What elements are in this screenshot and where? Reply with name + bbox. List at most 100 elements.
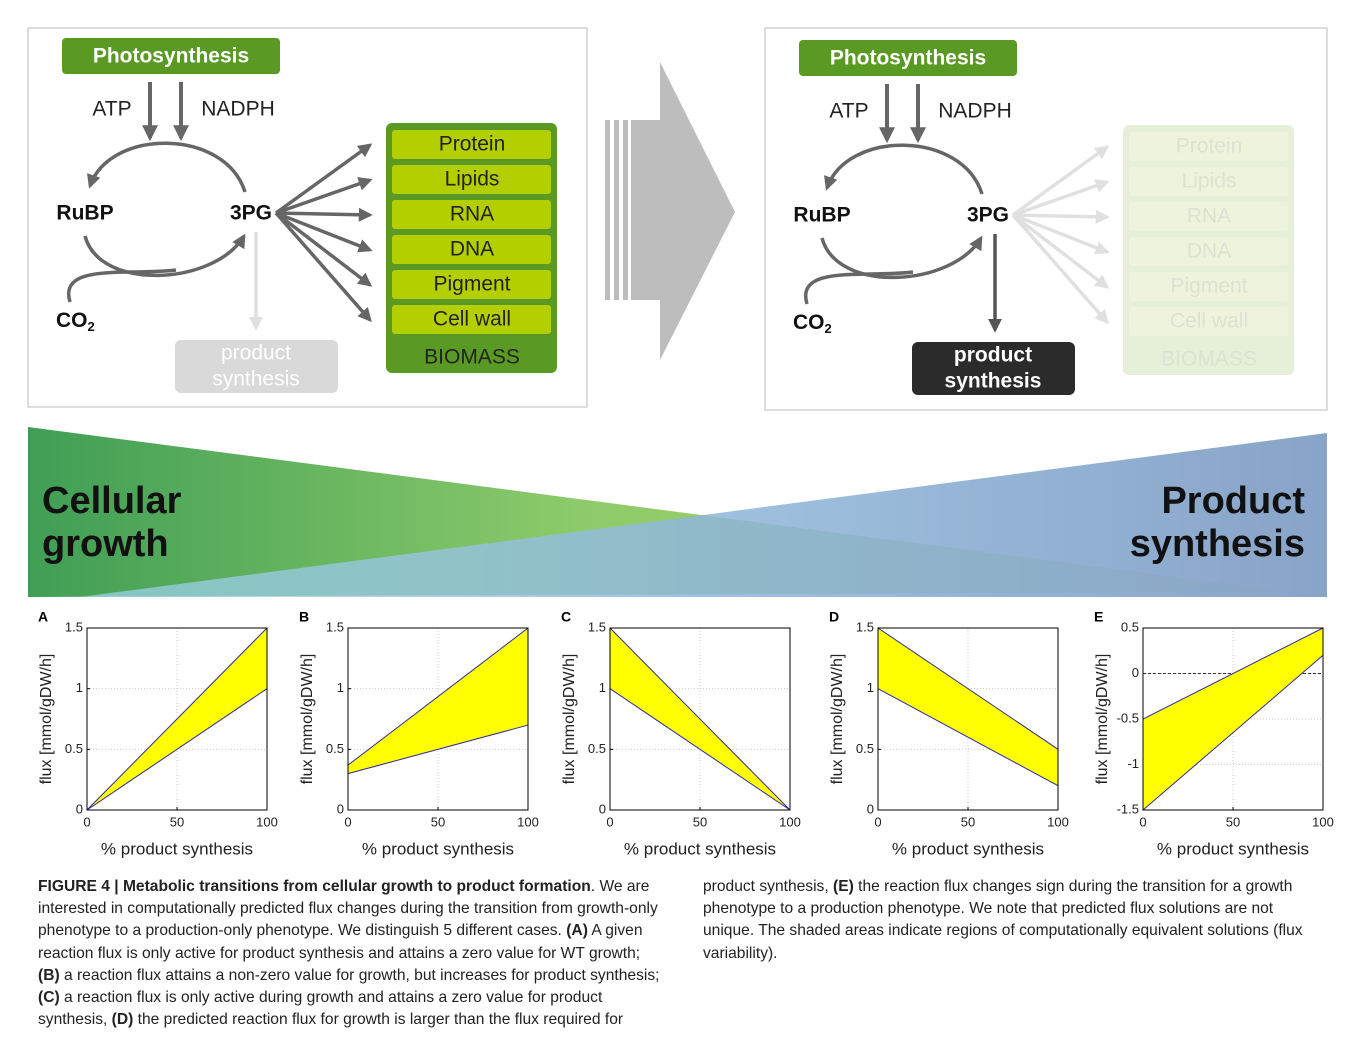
atp-label: ATP xyxy=(92,98,131,121)
y-tick-label: 0 xyxy=(1132,665,1139,680)
x-axis-label: % product synthesis xyxy=(1157,839,1309,858)
y-tick-label: 0 xyxy=(599,801,606,816)
photosynthesis-label: Photosynthesis xyxy=(830,47,986,70)
biomass-item-label: Lipids xyxy=(445,168,500,191)
x-axis-label: % product synthesis xyxy=(362,839,514,858)
biomass-label: BIOMASS xyxy=(424,346,520,369)
caption-text: (B) xyxy=(38,967,60,984)
page: PhotosynthesisATPNADPHRuBP3PGCO2ProteinL… xyxy=(0,0,1355,1057)
biomass-item-label: Cell wall xyxy=(433,308,511,331)
x-axis-label: % product synthesis xyxy=(101,839,253,858)
co2-base: CO xyxy=(793,311,825,334)
y-tick-label: 0 xyxy=(76,801,83,816)
rubp-label: RuBP xyxy=(793,204,850,227)
x-tick-label: 0 xyxy=(344,814,351,829)
y-axis-label: flux [mmol/gDW/h] xyxy=(299,654,316,785)
panel-letter: C xyxy=(561,609,571,625)
x-tick-label: 50 xyxy=(693,814,707,829)
panel-letter: E xyxy=(1094,609,1103,625)
product-synthesis-label: synthesis xyxy=(1130,523,1305,565)
biomass-item-label: Lipids xyxy=(1182,170,1237,193)
x-tick-label: 100 xyxy=(517,814,539,829)
y-axis-label: flux [mmol/gDW/h] xyxy=(1094,654,1111,785)
biomass-item-label: DNA xyxy=(1187,240,1231,263)
y-tick-label: 1 xyxy=(337,680,344,695)
y-tick-label: 1 xyxy=(76,680,83,695)
x-axis-label: % product synthesis xyxy=(892,839,1044,858)
product-label: product xyxy=(221,342,291,365)
nadph-label: NADPH xyxy=(201,98,275,121)
caption-text: (E) xyxy=(833,878,854,895)
growth-label: growth xyxy=(42,523,169,565)
x-tick-label: 50 xyxy=(1226,814,1240,829)
x-tick-label: 100 xyxy=(256,814,278,829)
product-label: synthesis xyxy=(212,368,300,391)
co2-sub: 2 xyxy=(825,321,832,336)
panel-letter: B xyxy=(299,609,309,625)
biomass-item-label: Protein xyxy=(1176,135,1243,158)
biomass-label: BIOMASS xyxy=(1161,348,1257,371)
x-tick-label: 50 xyxy=(170,814,184,829)
y-tick-label: 0.5 xyxy=(856,741,874,756)
co2-sub: 2 xyxy=(88,319,95,334)
biomass-item-label: Cell wall xyxy=(1170,310,1248,333)
co2-base: CO xyxy=(56,309,88,332)
caption-text: a reaction flux attains a non-zero value… xyxy=(60,967,660,984)
x-tick-label: 0 xyxy=(606,814,613,829)
y-tick-label: 0 xyxy=(337,801,344,816)
y-tick-label: -0.5 xyxy=(1117,710,1139,725)
product-label: synthesis xyxy=(945,370,1042,393)
caption-text: FIGURE 4 | Metabolic transitions from ce… xyxy=(38,878,591,895)
y-tick-label: -1.5 xyxy=(1117,801,1139,816)
biomass-item-label: RNA xyxy=(1187,205,1231,228)
y-axis-label: flux [mmol/gDW/h] xyxy=(38,654,55,785)
y-tick-label: 0.5 xyxy=(1121,619,1139,634)
y-tick-label: 1 xyxy=(599,680,606,695)
y-tick-label: 0.5 xyxy=(588,741,606,756)
product-label: product xyxy=(954,344,1032,367)
y-tick-label: 1.5 xyxy=(588,619,606,634)
biomass-item-label: DNA xyxy=(450,238,494,261)
caption-text: (D) xyxy=(112,1011,134,1028)
x-tick-label: 100 xyxy=(1312,814,1334,829)
y-tick-label: 0.5 xyxy=(326,741,344,756)
x-tick-label: 50 xyxy=(961,814,975,829)
y-tick-label: 0.5 xyxy=(65,741,83,756)
nadph-label: NADPH xyxy=(938,100,1012,123)
y-tick-label: 0 xyxy=(867,801,874,816)
figure-caption: FIGURE 4 | Metabolic transitions from ce… xyxy=(38,876,1328,1052)
x-tick-label: 0 xyxy=(83,814,90,829)
atp-label: ATP xyxy=(829,100,868,123)
biomass-item-label: Pigment xyxy=(433,273,510,296)
x-tick-label: 0 xyxy=(874,814,881,829)
biomass-item-label: Protein xyxy=(439,133,506,156)
pg-label: 3PG xyxy=(967,204,1009,227)
x-tick-label: 50 xyxy=(431,814,445,829)
y-axis-label: flux [mmol/gDW/h] xyxy=(561,654,578,785)
caption-text: (C) xyxy=(38,989,60,1006)
panel-letter: D xyxy=(829,609,839,625)
y-tick-label: 1.5 xyxy=(65,619,83,634)
pg-label: 3PG xyxy=(230,202,272,225)
x-tick-label: 100 xyxy=(779,814,801,829)
caption-text: (A) xyxy=(566,922,588,939)
x-tick-label: 0 xyxy=(1139,814,1146,829)
growth-label: Cellular xyxy=(42,480,182,522)
rubp-label: RuBP xyxy=(56,202,113,225)
y-tick-label: 1.5 xyxy=(856,619,874,634)
photosynthesis-label: Photosynthesis xyxy=(93,45,249,68)
y-tick-label: 1 xyxy=(867,680,874,695)
biomass-arrow xyxy=(276,213,370,215)
biomass-arrow xyxy=(1013,215,1107,217)
product-synthesis-label: Product xyxy=(1161,480,1305,522)
y-tick-label: -1 xyxy=(1127,756,1139,771)
transition-arrow xyxy=(605,62,735,360)
biomass-item-label: RNA xyxy=(450,203,494,226)
y-axis-label: flux [mmol/gDW/h] xyxy=(829,654,846,785)
panel-letter: A xyxy=(38,609,48,625)
biomass-item-label: Pigment xyxy=(1170,275,1247,298)
x-tick-label: 100 xyxy=(1047,814,1069,829)
x-axis-label: % product synthesis xyxy=(624,839,776,858)
y-tick-label: 1.5 xyxy=(326,619,344,634)
